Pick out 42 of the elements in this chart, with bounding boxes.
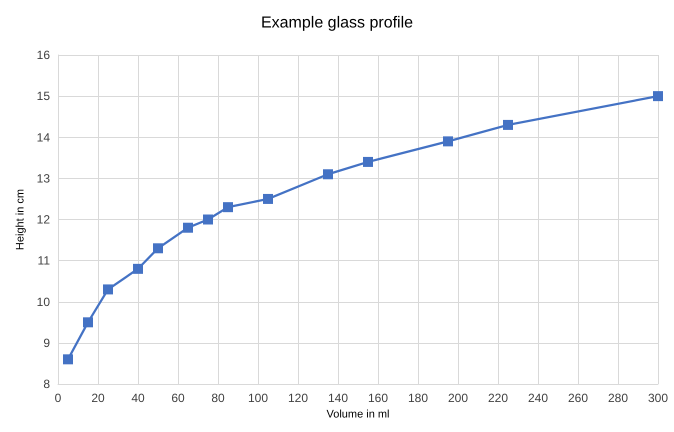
point [653,91,663,102]
y-axis-title: Height in cm [14,188,26,250]
point [133,264,143,274]
x-axis-title: Volume in ml [326,408,390,420]
point [103,284,113,294]
x-tick-label: 120 [288,391,308,405]
point [263,194,273,204]
x-tick-label: 180 [408,391,428,405]
x-tick-label: 160 [368,391,388,405]
y-tick-label: 13 [36,171,50,186]
x-tick-label: 140 [328,391,348,405]
point [203,214,213,224]
point [153,243,163,254]
point [223,202,233,212]
x-tick-label: 200 [448,391,468,405]
point [183,222,193,233]
x-tick-label: 260 [568,391,588,405]
point [443,136,453,146]
x-tick-label: 240 [528,391,548,405]
y-tick-label: 16 [36,48,50,62]
x-tick-label: 280 [608,391,628,405]
x-tick-label: 60 [171,391,185,405]
x-tick-label: 0 [54,391,62,405]
y-tick-label: 15 [36,89,50,104]
y-tick-label: 8 [43,377,50,391]
y-tick-label: 14 [36,130,50,144]
y-tick-label: 11 [38,254,50,268]
y-tick-label: 12 [36,212,50,226]
x-tick-label: 80 [211,391,225,405]
point [63,354,73,364]
x-tick-label: 300 [648,391,668,405]
chart-title: Example glass profile [260,14,414,32]
x-tick-label: 220 [488,391,508,405]
point [323,169,333,180]
x-tick-label: 40 [131,391,145,405]
point [363,156,373,167]
y-tick-label: 10 [36,294,50,309]
point [83,317,93,328]
x-tick-label: 100 [248,391,268,405]
point [503,120,513,130]
x-tick-label: 20 [91,391,105,405]
y-tick-label: 9 [43,336,50,350]
